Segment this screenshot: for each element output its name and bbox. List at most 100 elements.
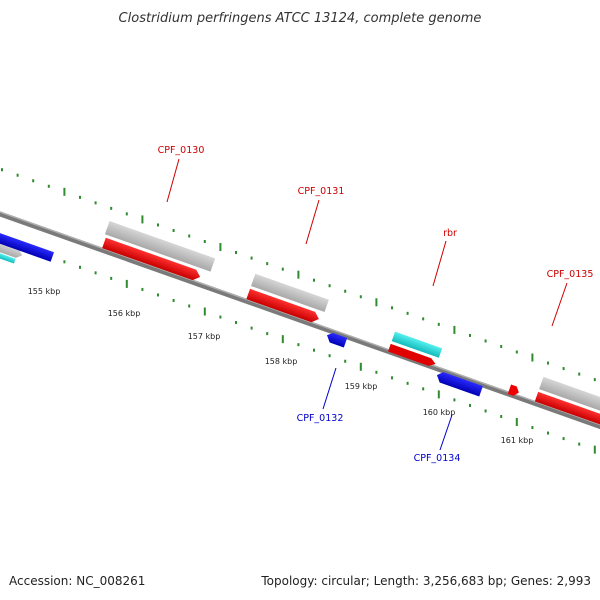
label-cpf0130[interactable]: CPF_0130: [158, 145, 205, 156]
label-cpf0131[interactable]: CPF_0131: [298, 186, 345, 197]
minor-tick: [250, 256, 253, 260]
minor-tick: [500, 344, 503, 348]
minor-tick: [562, 437, 565, 441]
gene-cpf0130[interactable]: [102, 237, 202, 282]
leader-cpf0134: [439, 414, 453, 451]
minor-tick: [328, 354, 331, 358]
ruler-label: 159 kbp: [345, 382, 378, 391]
minor-tick: [515, 350, 518, 354]
ruler-label: 158 kbp: [265, 357, 298, 366]
minor-tick: [344, 359, 347, 363]
gene-feature-pseudo-right[interactable]: [539, 376, 600, 414]
major-tick: [297, 270, 300, 279]
minor-tick: [110, 206, 113, 210]
minor-tick: [219, 315, 222, 319]
map-title: Clostridium perfringens ATCC 13124, comp…: [119, 11, 482, 26]
accession-text: Accession: NC_008261: [9, 574, 145, 588]
gene-rbr-cds[interactable]: [388, 343, 437, 368]
leader-cpf0135: [551, 282, 568, 327]
minor-tick: [406, 311, 409, 315]
label-cpf0134[interactable]: CPF_0134: [414, 453, 461, 464]
gene-cpf0131[interactable]: [246, 288, 320, 324]
ruler-label: 156 kbp: [108, 309, 141, 318]
minor-tick: [578, 442, 581, 446]
gene-cpf0132[interactable]: [325, 331, 348, 348]
minor-tick: [593, 378, 596, 382]
minor-tick: [547, 431, 549, 435]
minor-tick: [375, 370, 378, 374]
gene-cpf0135[interactable]: [507, 384, 521, 397]
minor-tick: [453, 398, 456, 402]
minor-tick: [203, 240, 206, 244]
ruler-label: 160 kbp: [423, 408, 456, 417]
ruler-label: 155 kbp: [28, 287, 61, 296]
minor-tick: [344, 289, 347, 293]
label-cpf0135[interactable]: CPF_0135: [547, 269, 594, 280]
minor-tick: [531, 426, 534, 430]
minor-tick: [32, 179, 35, 183]
minor-tick: [391, 306, 393, 310]
major-tick: [125, 279, 128, 288]
minor-tick: [422, 387, 425, 391]
minor-tick: [266, 262, 269, 266]
minor-tick: [250, 326, 253, 330]
minor-tick: [484, 339, 487, 343]
minor-tick: [235, 251, 237, 255]
major-tick: [375, 298, 378, 307]
gene-cpf0131-pseudo[interactable]: [251, 273, 329, 313]
leader-rbr: [432, 240, 447, 287]
minor-tick: [422, 317, 425, 321]
minor-tick: [79, 195, 81, 199]
minor-tick: [172, 228, 175, 232]
genome-summary-text: Topology: circular; Length: 3,256,683 bp…: [260, 574, 591, 588]
leader-cpf0132: [322, 367, 337, 410]
minor-tick: [469, 403, 471, 407]
gene-feature-forward-right[interactable]: [534, 391, 600, 426]
label-rbr[interactable]: rbr: [443, 228, 457, 239]
major-tick: [359, 362, 362, 371]
major-tick: [593, 445, 596, 454]
major-tick: [63, 187, 66, 196]
minor-tick: [47, 184, 50, 188]
minor-tick: [437, 322, 440, 326]
minor-tick: [469, 333, 471, 337]
minor-tick: [500, 414, 503, 418]
minor-tick: [297, 343, 300, 347]
minor-tick: [188, 234, 191, 238]
minor-tick: [141, 287, 144, 291]
minor-tick: [359, 295, 362, 299]
gene-cpf0134[interactable]: [435, 370, 483, 397]
minor-tick: [125, 212, 128, 216]
minor-tick: [157, 223, 159, 227]
gene-feature-rna[interactable]: [0, 240, 16, 264]
gene-feature-reverse[interactable]: [0, 225, 54, 262]
minor-tick: [266, 332, 269, 336]
minor-tick: [188, 304, 191, 308]
minor-tick: [79, 265, 81, 269]
ruler-label: 157 kbp: [188, 332, 221, 341]
minor-tick: [63, 260, 66, 264]
major-tick: [219, 243, 222, 252]
minor-tick: [406, 381, 409, 385]
minor-tick: [94, 201, 97, 205]
minor-tick: [484, 409, 487, 413]
gene-feature-pseudo[interactable]: [0, 231, 24, 260]
minor-tick: [1, 168, 3, 172]
major-tick: [453, 325, 456, 334]
minor-tick: [328, 284, 331, 288]
ruler-label: 161 kbp: [501, 436, 534, 445]
minor-tick: [16, 173, 19, 177]
kbp-ruler: 155 kbp 156 kbp 157 kbp 158 kbp 159 kbp …: [28, 287, 534, 445]
minor-tick: [313, 348, 315, 352]
label-cpf0132[interactable]: CPF_0132: [297, 413, 344, 424]
gene-rbr[interactable]: [391, 331, 443, 358]
major-tick: [515, 418, 518, 427]
major-tick: [141, 215, 144, 224]
gene-cpf0130-pseudo[interactable]: [104, 221, 216, 272]
major-tick: [531, 353, 534, 362]
major-tick: [437, 390, 440, 399]
outer-tick-dots: [1, 168, 596, 382]
minor-tick: [578, 372, 581, 376]
minor-tick: [94, 271, 97, 275]
